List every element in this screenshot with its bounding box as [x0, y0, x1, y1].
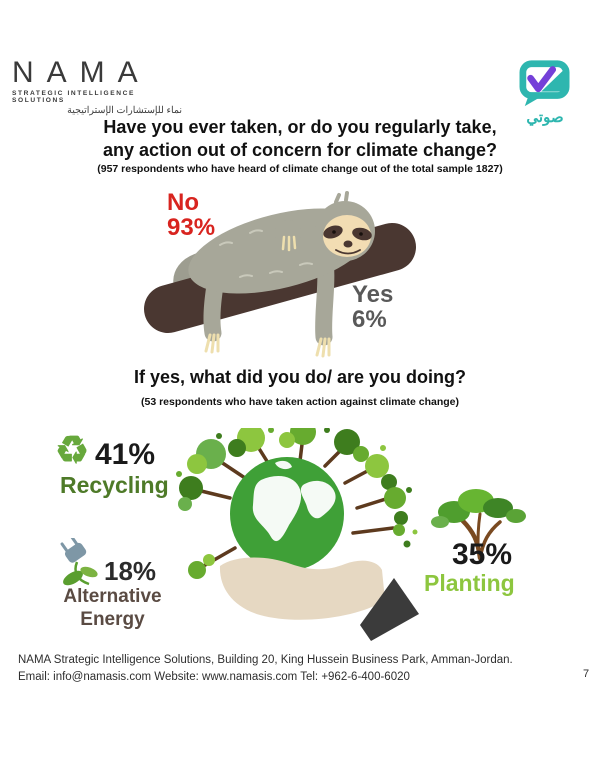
question2-title: If yes, what did you do/ are you doing? [133, 367, 467, 387]
no-label: No [167, 189, 199, 216]
footer-address: NAMA Strategic Intelligence Solutions, B… [18, 654, 513, 666]
page-number: 7 [583, 668, 590, 680]
recycle-icon: ♻ [55, 430, 90, 472]
alternative-energy-value: 18% [104, 556, 157, 586]
sawty-arabic-label: صوتي [526, 109, 564, 126]
yes-label: Yes [352, 281, 394, 308]
nama-tagline: STRATEGIC INTELLIGENCE SOLUTIONS [12, 90, 135, 104]
sloth-on-branch-illustration [144, 191, 416, 358]
nama-arabic-tagline: نماء للإستشارات الإستراتيجية [67, 105, 182, 116]
earth-in-hand-illustration [176, 428, 419, 641]
planting-label: Planting [424, 570, 515, 596]
recycling-label: Recycling [60, 472, 169, 498]
tree-icon [431, 489, 526, 560]
nama-logo: NAMA STRATEGIC INTELLIGENCE SOLUTIONS نم… [12, 56, 182, 117]
footer: NAMA Strategic Intelligence Solutions, B… [18, 652, 578, 686]
alternative-energy-label: Alternative Energy [63, 586, 162, 630]
recycling-value: 41% [95, 438, 156, 471]
sawty-logo: صوتي [506, 58, 584, 126]
nama-wordmark: NAMA [12, 56, 151, 89]
question1-note: (957 respondents who have heard of clima… [97, 163, 503, 175]
question2-note: (53 respondents who have taken action ag… [140, 396, 459, 408]
eco-plug-icon [60, 538, 98, 586]
question1-title: Have you ever taken, or do you regularly… [0, 116, 600, 162]
planting-value: 35% [452, 538, 513, 571]
footer-contact: Email: info@namasis.com Website: www.nam… [18, 671, 410, 683]
question1-line2: any action out of concern for climate ch… [102, 140, 498, 160]
yes-answer-label: Yes 6% [352, 282, 393, 332]
question1-line1: Have you ever taken, or do you regularly… [103, 117, 497, 137]
yes-value: 6% [352, 306, 387, 333]
no-value: 93% [167, 214, 216, 241]
speech-bubble-check-icon [519, 60, 570, 107]
no-answer-label: No 93% [167, 190, 215, 240]
